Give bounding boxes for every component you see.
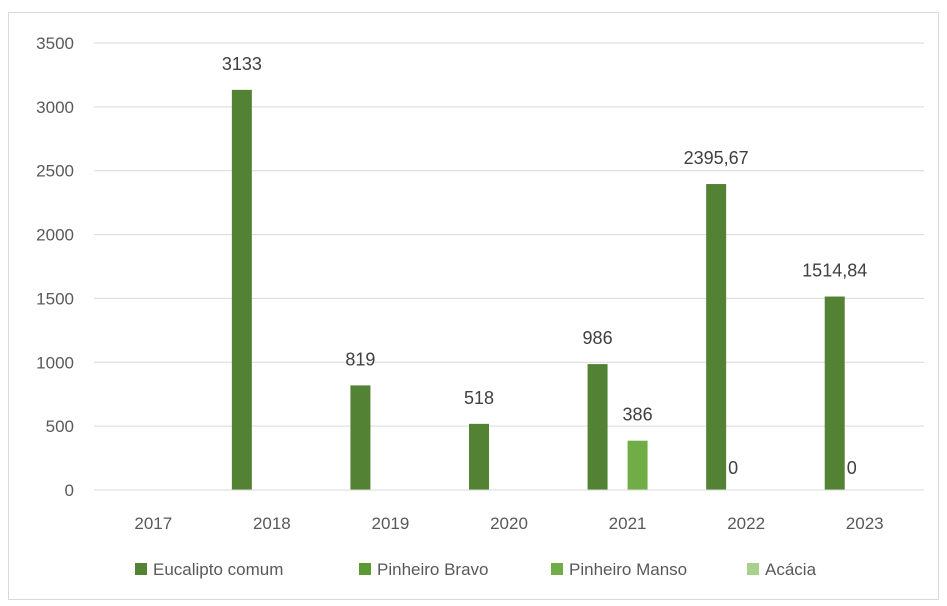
x-tick-label: 2018 — [253, 514, 291, 533]
y-tick-label: 1000 — [36, 353, 74, 372]
bar-eucalipto-comum-2021 — [587, 364, 608, 490]
y-tick-label: 3500 — [36, 34, 74, 53]
data-label: 386 — [623, 405, 653, 425]
bars — [231, 89, 845, 491]
bar-eucalipto-comum-2023 — [824, 296, 845, 490]
data-label: 986 — [583, 328, 613, 348]
y-tick-label: 3000 — [36, 98, 74, 117]
legend-swatch — [747, 563, 759, 575]
y-axis: 0 500 1000 1500 2000 2500 3000 3500 — [36, 34, 74, 500]
x-axis: 2017 2018 2019 2020 2021 2022 2023 — [94, 489, 924, 533]
data-label: 2395,67 — [684, 148, 749, 168]
data-label: 0 — [847, 458, 857, 478]
chart-frame — [8, 12, 939, 600]
y-tick-label: 500 — [46, 417, 74, 436]
legend-label: Acácia — [765, 560, 817, 579]
x-tick-label: 2022 — [727, 514, 765, 533]
data-label: 3133 — [222, 54, 262, 74]
legend-swatch — [359, 563, 371, 575]
data-label: 819 — [345, 349, 375, 369]
y-tick-label: 0 — [65, 481, 74, 500]
bar-eucalipto-comum-2018 — [231, 89, 252, 490]
data-label: 0 — [728, 458, 738, 478]
x-tick-label: 2020 — [490, 514, 528, 533]
x-tick-label: 2017 — [134, 514, 172, 533]
legend-label: Eucalipto comum — [153, 560, 283, 579]
bar-eucalipto-comum-2020 — [469, 423, 489, 490]
y-tick-label: 2000 — [36, 226, 74, 245]
legend-label: Pinheiro Bravo — [377, 560, 489, 579]
bar-eucalipto-comum-2019 — [350, 385, 371, 490]
bar-pinheiro-manso-2021 — [627, 440, 648, 490]
legend-swatch — [551, 563, 563, 575]
legend: Eucalipto comum Pinheiro Bravo Pinheiro Ma… — [135, 560, 817, 579]
data-label: 1514,84 — [802, 261, 867, 281]
y-tick-label: 1500 — [36, 289, 74, 308]
x-tick-label: 2021 — [609, 514, 647, 533]
x-tick-label: 2019 — [372, 514, 410, 533]
data-labels: 3133 819 518 986 386 2395,67 0 1514,84 0 — [222, 54, 867, 478]
legend-swatch — [135, 563, 147, 575]
data-label: 518 — [464, 388, 494, 408]
x-tick-label: 2023 — [846, 514, 884, 533]
legend-label: Pinheiro Manso — [569, 560, 687, 579]
gridlines — [94, 42, 924, 491]
bar-eucalipto-comum-2022 — [706, 184, 727, 491]
y-tick-label: 2500 — [36, 162, 74, 181]
